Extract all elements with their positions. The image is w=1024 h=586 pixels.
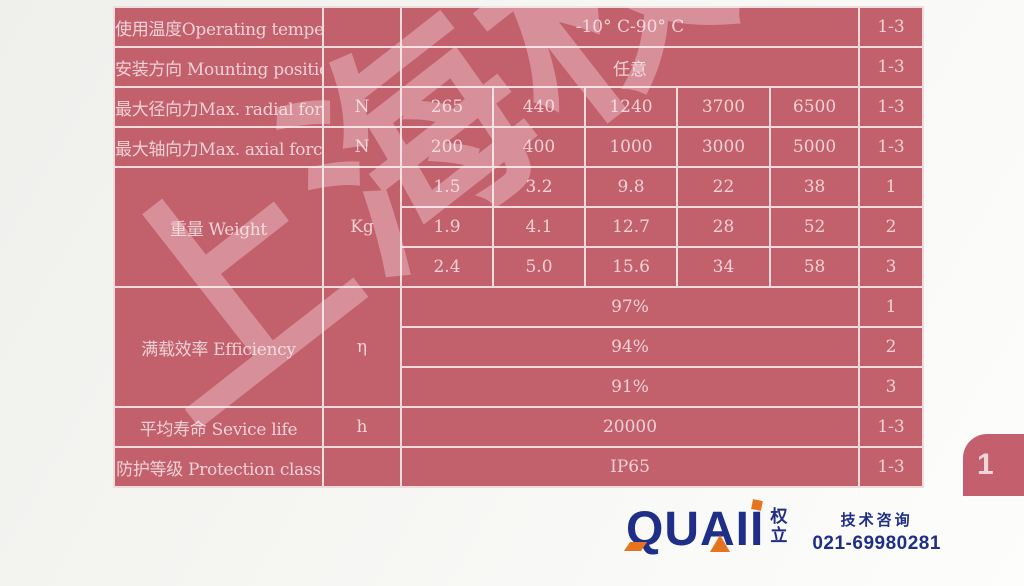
param-protection-class: 防护等级 Protection class bbox=[113, 446, 324, 488]
range-cell: 1-3 bbox=[858, 6, 924, 48]
footer-logo-block: QUAII 权立 技术咨询 021-69980281 bbox=[623, 499, 941, 556]
value-cell: 265 bbox=[400, 86, 494, 128]
table-row: 使用温度Operating temperature -10° C-90° C 1… bbox=[113, 6, 924, 48]
unit-cell: h bbox=[322, 406, 402, 448]
unit-cell bbox=[322, 46, 402, 88]
unit-cell: N bbox=[322, 86, 402, 128]
value-cell: 34 bbox=[676, 246, 771, 288]
value-cell: 9.8 bbox=[584, 166, 678, 208]
param-weight: 重量 Weight bbox=[113, 166, 324, 288]
table-row: 1.9 4.1 12.7 28 52 2 bbox=[114, 206, 924, 248]
logo-a-triangle-accent-icon bbox=[710, 535, 730, 552]
value-cell: 3700 bbox=[676, 86, 771, 128]
table-row: 防护等级 Protection class IP65 1-3 bbox=[113, 446, 924, 488]
value-cell: 400 bbox=[492, 126, 586, 168]
contact-label: 技术咨询 bbox=[840, 512, 913, 529]
range-cell: 1-3 bbox=[858, 86, 924, 128]
value-cell: 440 bbox=[492, 86, 586, 128]
value-cell: 4.1 bbox=[492, 206, 586, 248]
value-cell: 任意 bbox=[399, 46, 861, 88]
value-cell: 6500 bbox=[768, 86, 861, 128]
table-row: 最大径向力Max. radial force N 265 440 1240 37… bbox=[113, 86, 924, 128]
value-cell: 15.6 bbox=[584, 246, 678, 288]
brand-chinese-name: 权立 bbox=[770, 507, 788, 545]
value-cell: IP65 bbox=[399, 446, 861, 488]
value-cell: 58 bbox=[768, 246, 861, 288]
value-cell: 91% bbox=[399, 366, 861, 408]
value-cell: 1.5 bbox=[400, 166, 494, 208]
table-row: 重量 Weight Kg 1.5 3.2 9.8 22 38 1 bbox=[113, 166, 924, 288]
value-cell: 1.9 bbox=[400, 206, 494, 248]
value-cell: 5000 bbox=[768, 126, 861, 168]
range-cell: 2 bbox=[858, 206, 924, 248]
param-max-axial-force: 最大轴向力Max. axial force bbox=[113, 126, 324, 168]
value-cell: 52 bbox=[768, 206, 861, 248]
range-cell: 2 bbox=[858, 326, 924, 368]
unit-cell: N bbox=[322, 126, 402, 168]
param-max-radial-force: 最大径向力Max. radial force bbox=[113, 86, 324, 128]
page-number: 1 bbox=[977, 448, 994, 481]
value-cell: 22 bbox=[676, 166, 771, 208]
range-cell: 1-3 bbox=[858, 446, 924, 488]
range-cell: 1-3 bbox=[858, 46, 924, 88]
unit-cell: Kg bbox=[322, 166, 402, 288]
brand-logo: QUAII bbox=[623, 499, 765, 556]
page-number-badge: 1 bbox=[963, 434, 1024, 496]
unit-cell bbox=[322, 6, 402, 48]
value-cell: 2.4 bbox=[400, 246, 494, 288]
table-row: 最大轴向力Max. axial force N 200 400 1000 300… bbox=[113, 126, 924, 168]
range-cell: 3 bbox=[858, 366, 924, 408]
range-cell: 1-3 bbox=[858, 406, 924, 448]
value-cell: 200 bbox=[400, 126, 494, 168]
value-cell: -10° C-90° C bbox=[399, 6, 861, 48]
unit-cell: η bbox=[322, 286, 402, 408]
value-cell: 5.0 bbox=[492, 246, 586, 288]
spec-table-area: 使用温度Operating temperature -10° C-90° C 1… bbox=[113, 6, 924, 492]
table-row: 安装方向 Mounting position 任意 1-3 bbox=[113, 46, 924, 88]
table-row: 2.4 5.0 15.6 34 58 3 bbox=[114, 246, 924, 288]
table-row: 94% 2 bbox=[114, 326, 924, 368]
value-cell: 3000 bbox=[676, 126, 771, 168]
value-cell: 12.7 bbox=[584, 206, 678, 248]
value-cell: 97% bbox=[399, 286, 861, 328]
range-cell: 1 bbox=[858, 166, 924, 208]
value-cell: 20000 bbox=[399, 406, 861, 448]
unit-cell bbox=[322, 446, 402, 488]
param-mounting-position: 安装方向 Mounting position bbox=[113, 46, 324, 88]
contact-block: 技术咨询 021-69980281 bbox=[812, 509, 941, 555]
spec-table: 使用温度Operating temperature -10° C-90° C 1… bbox=[113, 6, 924, 488]
contact-phone: 021-69980281 bbox=[812, 533, 941, 554]
table-row: 满载效率 Efficiency η 97% 1 bbox=[113, 286, 924, 408]
range-cell: 3 bbox=[858, 246, 924, 288]
table-row: 91% 3 bbox=[114, 366, 924, 408]
value-cell: 28 bbox=[676, 206, 771, 248]
param-service-life: 平均寿命 Sevice life bbox=[113, 406, 324, 448]
param-efficiency: 满载效率 Efficiency bbox=[113, 286, 324, 408]
value-cell: 94% bbox=[399, 326, 861, 368]
table-row: 平均寿命 Sevice life h 20000 1-3 bbox=[113, 406, 924, 448]
range-cell: 1 bbox=[858, 286, 924, 328]
range-cell: 1-3 bbox=[858, 126, 924, 168]
value-cell: 1240 bbox=[584, 86, 678, 128]
param-operating-temperature: 使用温度Operating temperature bbox=[113, 6, 324, 48]
brand-logo-text: QUAII bbox=[626, 503, 765, 556]
value-cell: 38 bbox=[768, 166, 861, 208]
value-cell: 3.2 bbox=[492, 166, 586, 208]
value-cell: 1000 bbox=[584, 126, 678, 168]
